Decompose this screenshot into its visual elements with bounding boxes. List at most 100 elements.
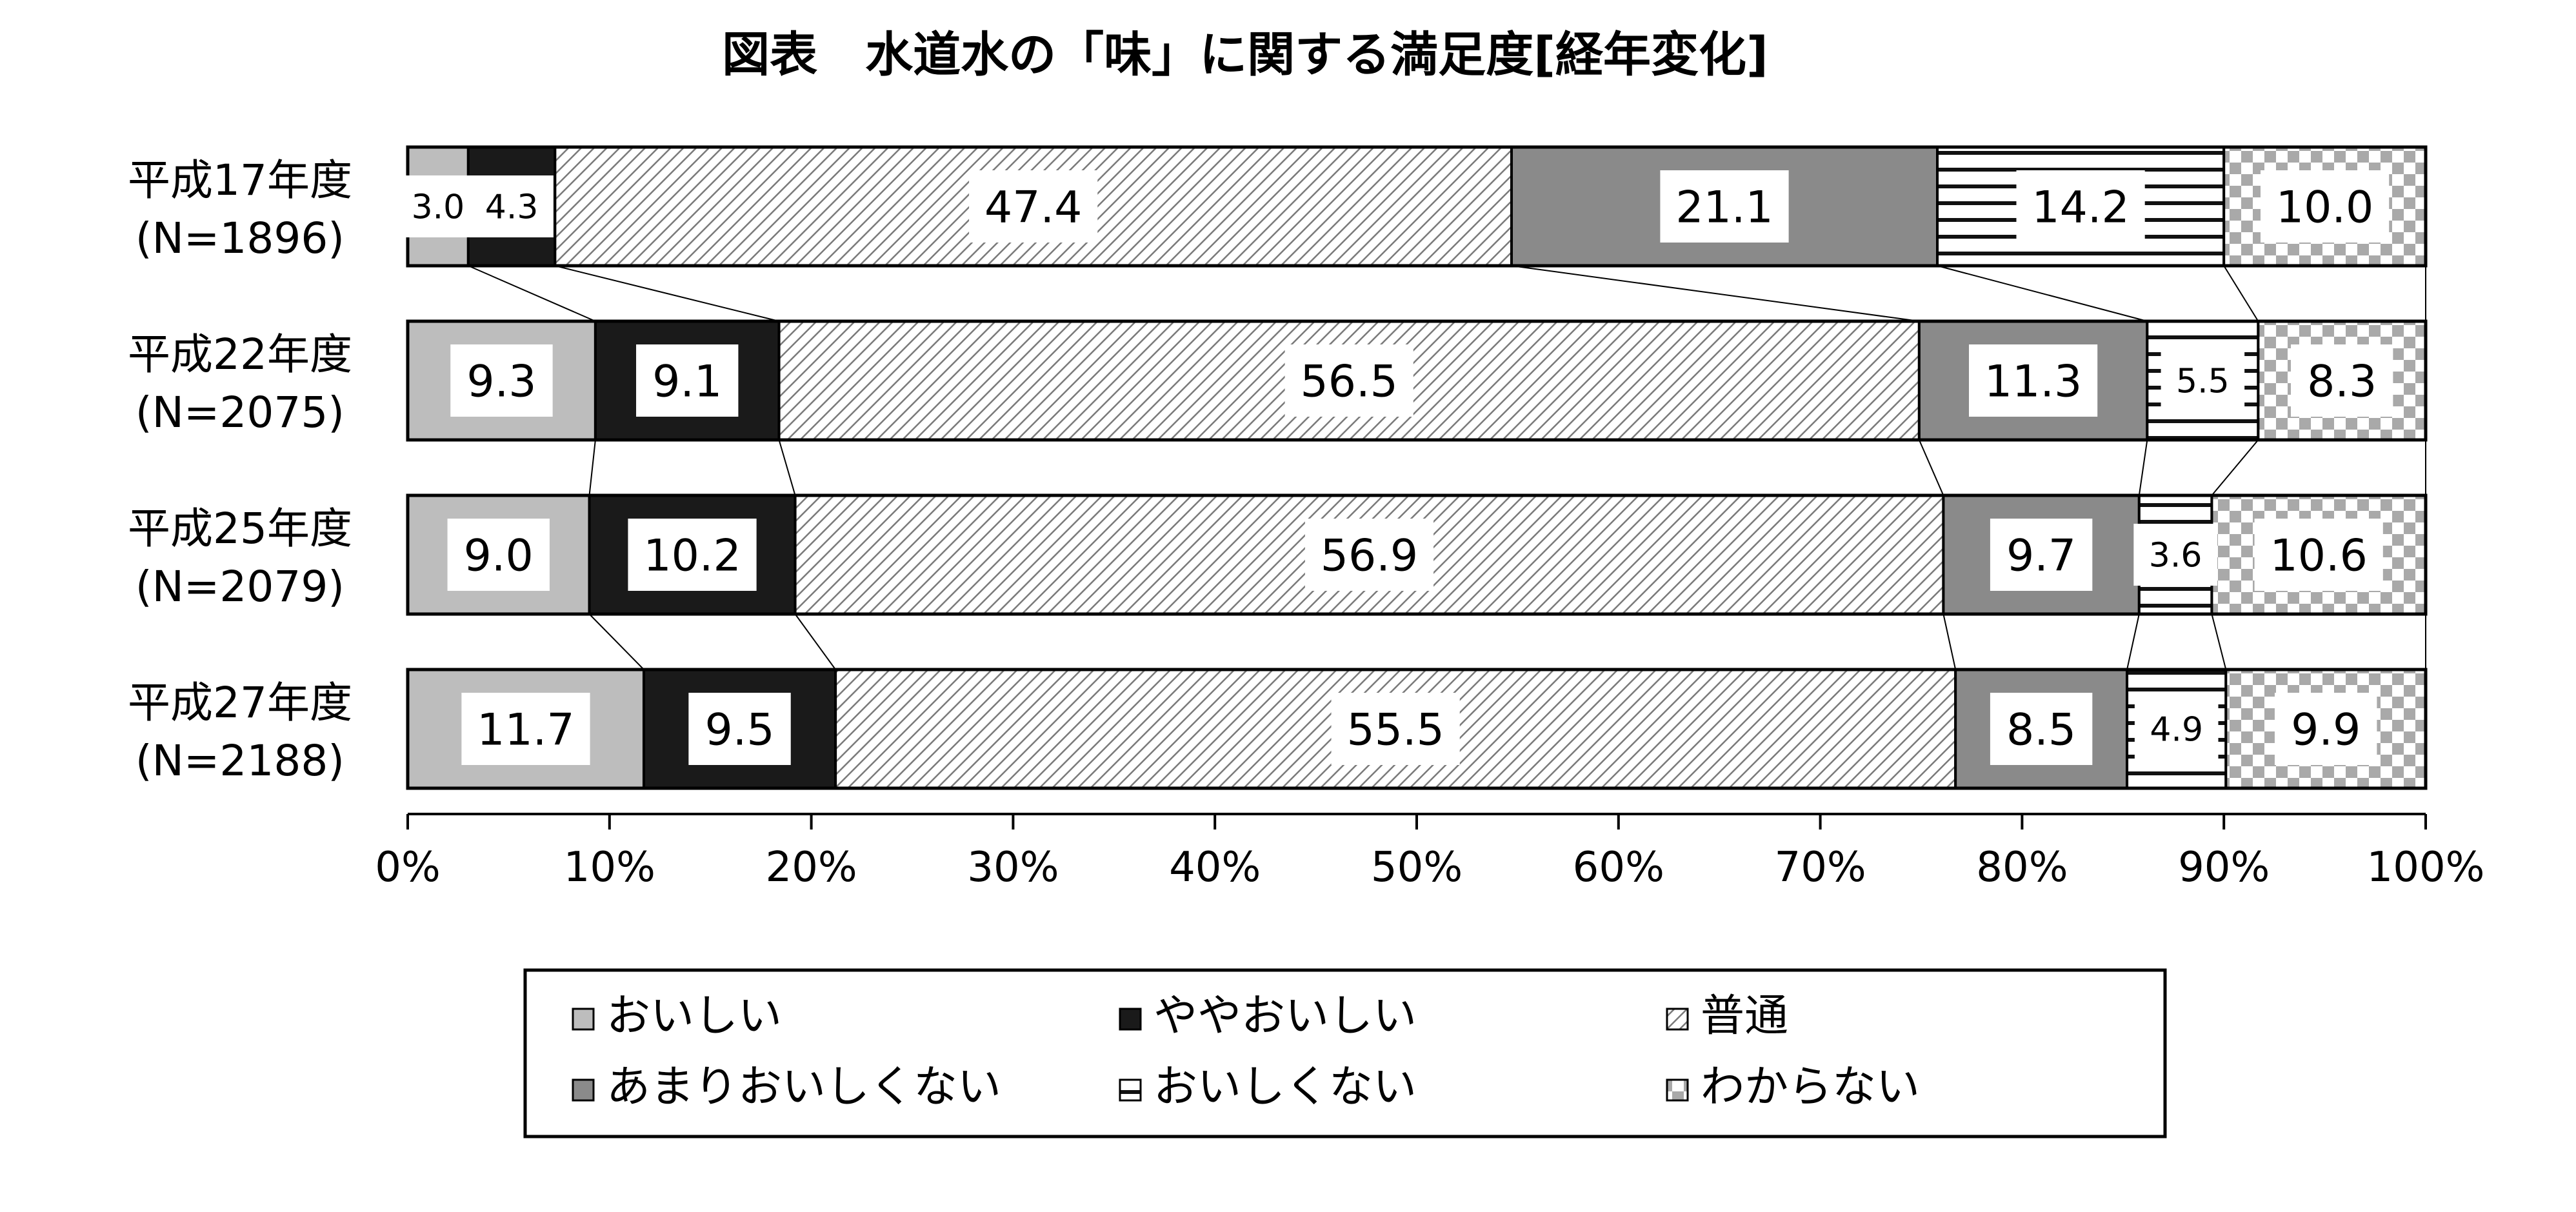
data-label-box: [2274, 693, 2377, 765]
series-line: [1511, 265, 1920, 322]
category-count-label: (N=1896): [135, 214, 344, 263]
legend-label: おいしい: [606, 991, 782, 1042]
data-label-box: [450, 344, 553, 417]
category-label: 平成17年度: [128, 155, 352, 205]
data-label: 11.3: [1984, 356, 2082, 407]
series-line: [1942, 613, 1957, 670]
data-label: 8.5: [2006, 704, 2076, 755]
data-label: 3.6: [2149, 537, 2202, 575]
data-label: 10.0: [2276, 182, 2373, 233]
x-tick-label: 70%: [1774, 844, 1866, 891]
data-label-box: [1304, 519, 1434, 591]
x-tick-label: 10%: [564, 844, 655, 891]
legend-swatch: [1666, 1078, 1689, 1102]
series-lines: [468, 265, 2426, 670]
data-label-box: [969, 170, 1098, 243]
legend-box: [523, 968, 2167, 1138]
data-label-box: [461, 693, 590, 765]
data-label: 56.5: [1301, 356, 1398, 407]
data-label-box: [1331, 693, 1460, 765]
data-label: 10.6: [2270, 530, 2368, 581]
series-line: [2126, 613, 2140, 670]
category-count-label: (N=2188): [135, 736, 344, 786]
data-label-box: [2254, 519, 2383, 591]
data-label-box: [2133, 524, 2217, 586]
series-line: [2223, 265, 2259, 322]
data-label-box: [2290, 344, 2393, 417]
data-label: 8.3: [2307, 356, 2377, 407]
series-line: [794, 613, 836, 670]
x-tick-label: 50%: [1371, 844, 1463, 891]
legend-swatch: [1119, 1078, 1142, 1102]
series-line: [555, 265, 779, 322]
data-label: 55.5: [1346, 704, 1444, 755]
bar-outline: [406, 319, 2428, 442]
category-labels: 平成17年度 (N=1896) 平成22年度 (N=2075) 平成25年度 (N=207…: [128, 155, 352, 786]
legend-swatch: [572, 1008, 595, 1031]
legend-label: ややおいしい: [1153, 991, 1417, 1042]
data-label-box: [396, 175, 480, 237]
x-tick-label: 100%: [2367, 844, 2485, 891]
x-tick-label: 20%: [765, 844, 857, 891]
data-label: 10.2: [643, 530, 741, 581]
legend-swatch: [1666, 1008, 1689, 1031]
x-tick-label: 30%: [967, 844, 1059, 891]
data-label-box: [688, 693, 791, 765]
data-label-box: [1990, 519, 2093, 591]
series-line: [2138, 439, 2148, 496]
data-label-box: [1284, 344, 1413, 417]
data-label: 9.9: [2291, 704, 2361, 755]
data-label: 9.7: [2006, 530, 2076, 581]
x-axis: 0% 10% 20% 30% 40% 50% 60% 70% 80% 90% 100%: [375, 813, 2485, 891]
data-label-box: [1660, 170, 1789, 243]
category-count-label: (N=2075): [135, 388, 344, 437]
x-tick-label: 60%: [1573, 844, 1664, 891]
data-label: 4.9: [2150, 711, 2203, 750]
series-line: [588, 613, 644, 670]
legend-label: 普通: [1701, 991, 1788, 1042]
legend-swatch: [1119, 1008, 1142, 1031]
data-label: 11.7: [477, 704, 574, 755]
bars: 3.0 4.3 47.4 21.1 14.2 10.0 9.3 9.1 56.5 11.3 5.5 8…: [396, 145, 2428, 790]
x-tick-label: 0%: [375, 844, 441, 891]
x-tick-label: 90%: [2178, 844, 2270, 891]
data-label-box: [2161, 350, 2245, 412]
data-label-box: [1969, 344, 2098, 417]
data-label: 3.0: [412, 188, 465, 227]
data-label: 4.3: [485, 188, 539, 227]
series-line: [468, 265, 596, 322]
data-label: 14.2: [2032, 182, 2129, 233]
category-label: 平成22年度: [128, 330, 352, 379]
legend-label: わからない: [1701, 1062, 1920, 1113]
series-line: [1918, 439, 1944, 496]
data-label-box: [2261, 170, 2390, 243]
data-label: 9.1: [652, 356, 722, 407]
data-label: 47.4: [984, 182, 1082, 233]
data-label: 5.5: [2176, 363, 2230, 401]
series-line: [2211, 439, 2259, 496]
data-label: 9.0: [464, 530, 534, 581]
legend-swatch: [572, 1078, 595, 1102]
legend-label: おいしくない: [1153, 1062, 1417, 1113]
data-label-box: [2016, 170, 2145, 243]
bar-outline: [406, 493, 2428, 616]
data-label: 56.9: [1321, 530, 1418, 581]
series-line: [778, 439, 796, 496]
series-line: [1937, 265, 2148, 322]
category-count-label: (N=2079): [135, 562, 344, 611]
legend-label: あまりおいしくない: [606, 1062, 1001, 1113]
data-label-box: [2134, 698, 2219, 760]
data-label: 9.3: [466, 356, 536, 407]
bar-outline: [406, 668, 2428, 790]
series-line: [588, 439, 596, 496]
x-tick-label: 80%: [1976, 844, 2068, 891]
data-label: 21.1: [1675, 182, 1773, 233]
category-label: 平成25年度: [128, 504, 352, 553]
data-label: 9.5: [704, 704, 774, 755]
data-label-box: [447, 519, 550, 591]
data-label-box: [636, 344, 739, 417]
x-tick-label: 40%: [1169, 844, 1261, 891]
category-label: 平成27年度: [128, 678, 352, 728]
